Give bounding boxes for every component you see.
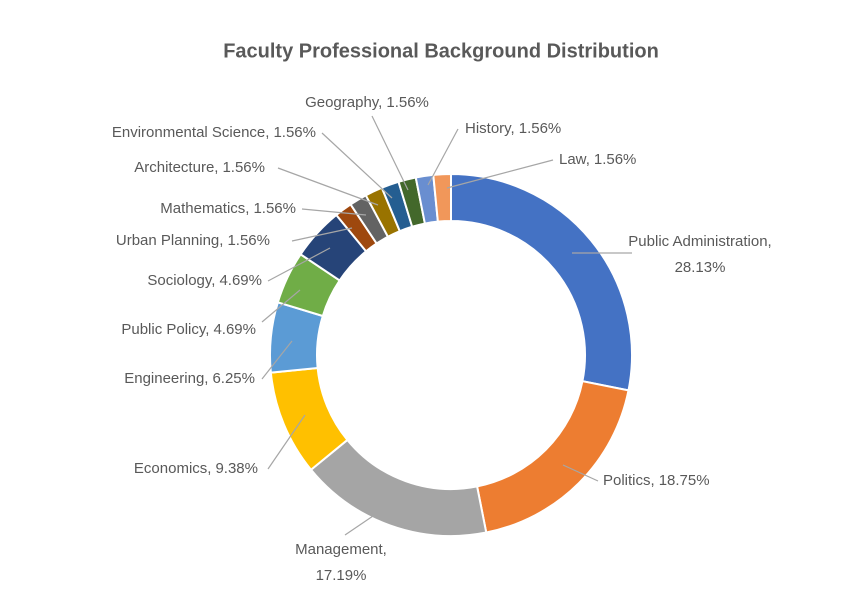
data-label: Geography, 1.56% xyxy=(305,94,429,111)
data-label: Urban Planning, 1.56% xyxy=(116,232,270,249)
donut-segment xyxy=(450,172,633,392)
label-value: 1.56% xyxy=(519,120,562,137)
leader-line xyxy=(277,167,379,206)
label-category: Architecture, xyxy=(134,159,218,176)
label-category: Urban Planning, xyxy=(116,232,224,249)
data-label: History, 1.56% xyxy=(465,120,561,137)
data-label: Environmental Science, 1.56% xyxy=(112,124,316,141)
label-category: Law, xyxy=(559,151,590,168)
data-label: Economics, 9.38% xyxy=(134,460,258,477)
data-label: Politics, 18.75% xyxy=(603,472,710,489)
label-category: Mathematics, xyxy=(160,200,249,217)
data-label: Mathematics, 1.56% xyxy=(160,200,296,217)
label-value: 9.38% xyxy=(215,460,258,477)
label-value: 1.56% xyxy=(227,232,270,249)
leader-line xyxy=(562,464,599,482)
leader-line xyxy=(267,414,306,470)
leader-line xyxy=(371,115,409,191)
donut-segment xyxy=(309,438,488,537)
donut-segment xyxy=(432,172,452,223)
label-value: 4.69% xyxy=(213,321,256,338)
label-category: Politics, xyxy=(603,472,655,489)
chart-title: Faculty Professional Background Distribu… xyxy=(223,40,659,62)
label-category: Public Administration, xyxy=(628,233,771,250)
label-category: Engineering, xyxy=(124,370,208,387)
leader-line xyxy=(261,289,301,323)
label-value: 1.56% xyxy=(253,200,296,217)
label-category: Management, xyxy=(295,541,387,558)
label-category: Public Policy, xyxy=(121,321,209,338)
data-label: Architecture, 1.56% xyxy=(134,159,265,176)
label-category: History, xyxy=(465,120,515,137)
label-value: 4.69% xyxy=(219,272,262,289)
leader-line xyxy=(261,340,293,380)
data-label: Law, 1.56% xyxy=(559,151,636,168)
label-value: 1.56% xyxy=(594,151,637,168)
label-value: 1.56% xyxy=(222,159,265,176)
data-label: Public Policy, 4.69% xyxy=(121,321,256,338)
data-label: Engineering, 6.25% xyxy=(124,370,255,387)
label-value: 6.25% xyxy=(212,370,255,387)
label-value: 17.19% xyxy=(316,567,367,584)
data-label: Sociology, 4.69% xyxy=(147,272,262,289)
data-label: Public Administration, 28.13% xyxy=(628,233,771,276)
donut-segment xyxy=(475,380,630,534)
label-value: 28.13% xyxy=(675,259,726,276)
label-value: 1.56% xyxy=(273,124,316,141)
leader-line xyxy=(291,227,353,242)
label-value: 1.56% xyxy=(386,94,429,111)
leader-line xyxy=(267,247,331,282)
label-category: Environmental Science, xyxy=(112,124,270,141)
data-label: Management, 17.19% xyxy=(295,541,387,584)
leader-line xyxy=(427,128,459,186)
label-category: Economics, xyxy=(134,460,212,477)
label-category: Sociology, xyxy=(147,272,215,289)
leader-line xyxy=(344,515,374,536)
leader-line xyxy=(446,159,554,189)
label-value: 18.75% xyxy=(659,472,710,489)
leader-line xyxy=(301,208,367,216)
label-category: Geography, xyxy=(305,94,382,111)
leader-line xyxy=(321,132,393,199)
